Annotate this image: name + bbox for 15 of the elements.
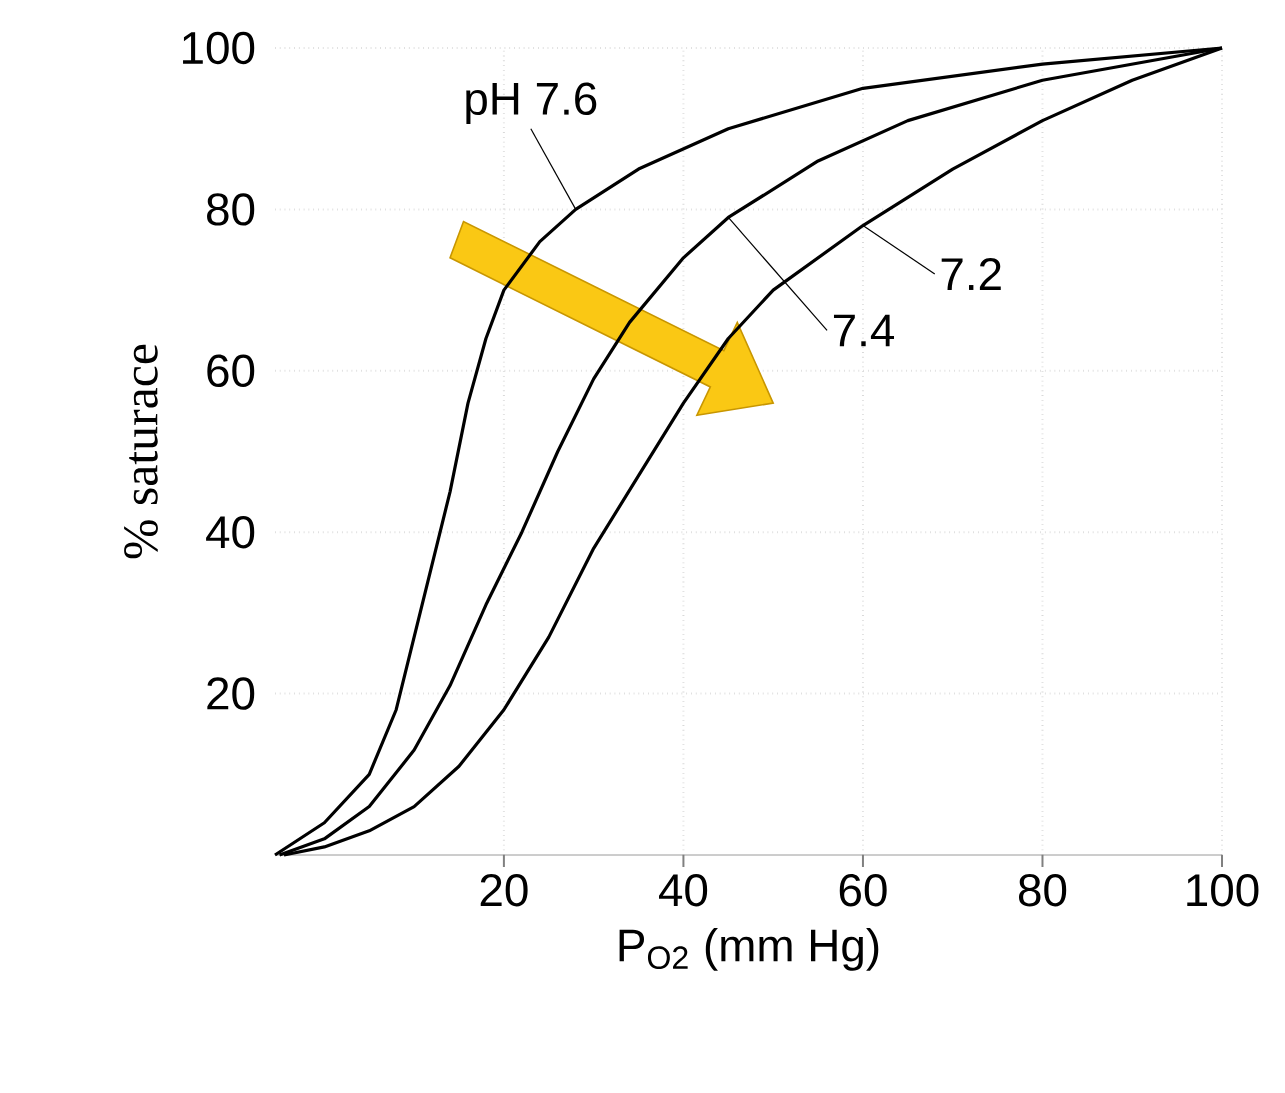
series-label: 7.2 [941,257,1001,290]
x-tick-label: 20 [480,874,528,907]
y-tick-label: 60 [207,354,255,388]
x-tick-label: 40 [659,874,708,907]
y-tick-label: 20 [207,677,255,710]
legend-label: 7.4 [833,314,895,347]
x-axis-title: P$_{O2}$ (mm Hg) [619,928,879,971]
x-tick-label: 60 [839,874,887,907]
x-tick-label: 100 [1187,874,1259,907]
y-tick-label: 40 [206,515,255,549]
y-tick-label: 80 [207,193,255,226]
y-axis-title: % saturace [124,344,158,559]
series-label: pH 7.6 [466,82,597,125]
x-tick-label: 80 [1019,874,1067,907]
y-tick-label: 100 [183,31,255,65]
